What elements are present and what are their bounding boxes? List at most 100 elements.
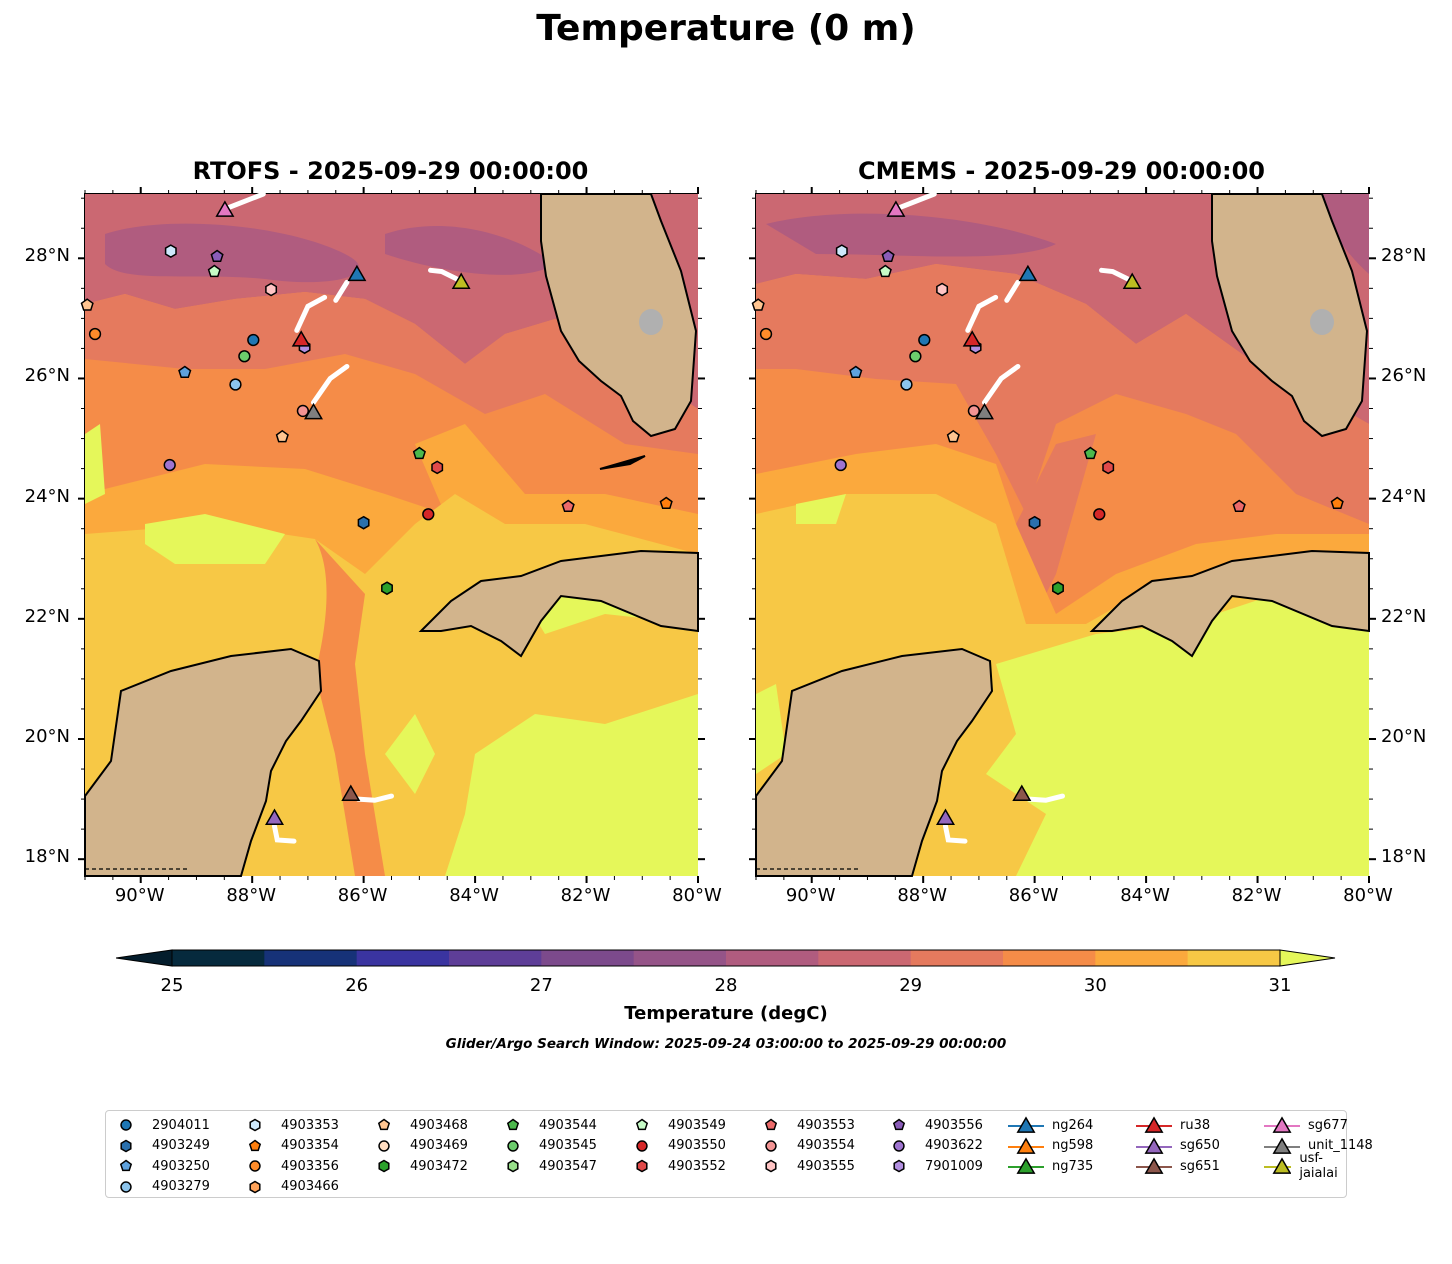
legend-marker	[248, 1139, 262, 1151]
marker-unit_1148	[304, 402, 323, 420]
colorbar-bin	[726, 950, 819, 966]
legend-item-ng598: ng598	[1008, 1136, 1093, 1156]
marker-2904011	[918, 333, 931, 347]
marker-4903544	[412, 446, 426, 460]
legend-marker	[1016, 1116, 1036, 1133]
colorbar-bin	[449, 950, 542, 966]
colorbar-tick-label: 25	[160, 975, 184, 996]
lat-tick-label: 26°N	[1381, 365, 1427, 387]
pentagon-marker-icon	[892, 1118, 906, 1131]
marker-ng264	[347, 264, 367, 282]
marker-usf-jaialai	[451, 272, 471, 289]
legend-item-sg651: sg651	[1136, 1156, 1220, 1176]
track-sg651	[1026, 793, 1065, 803]
legend-label: 4903549	[668, 1117, 726, 1133]
colorbar-tick-label: 28	[714, 975, 738, 996]
legend-label: 4903354	[281, 1138, 339, 1153]
field-over-31	[756, 494, 1369, 876]
colorbar-over-extend	[1279, 949, 1336, 967]
legend-marker	[120, 1180, 132, 1193]
lat-tick-label: 22°N	[1381, 605, 1427, 627]
legend-item-7901009: 7901009	[891, 1156, 983, 1176]
pentagon-marker-icon	[764, 1118, 778, 1131]
legend-marker	[636, 1159, 648, 1173]
figure-title: Temperature (0 m)	[536, 8, 916, 49]
legend-label: 4903553	[797, 1117, 855, 1133]
legend-label: 4903552	[668, 1158, 726, 1174]
legend-label: ru38	[1180, 1117, 1211, 1133]
legend-label: 4903469	[410, 1138, 468, 1153]
legend-label: 4903547	[539, 1158, 597, 1174]
cuba-land	[418, 549, 699, 658]
legend-item-ng264: ng264	[1008, 1115, 1093, 1135]
track-ng264	[965, 294, 999, 333]
lon-tick-label: 84°W	[449, 885, 499, 906]
track-ng264	[1004, 279, 1021, 303]
legend-label: ng735	[1052, 1158, 1094, 1174]
colorbar-bin	[910, 950, 1004, 966]
colorbar-bin	[633, 950, 727, 966]
lake-okeechobee	[1310, 309, 1334, 335]
marker-unit_1148	[975, 402, 994, 420]
colorbar-bin	[541, 950, 635, 966]
legend-marker	[120, 1119, 132, 1131]
track-usf-jaialai	[1099, 267, 1135, 284]
legend-marker	[1144, 1116, 1164, 1133]
legend-item-usf-jaialai: usf-jaialai	[1264, 1151, 1346, 1181]
field-over-31	[85, 424, 698, 876]
legend-marker	[636, 1139, 648, 1152]
marker-4903356	[759, 327, 773, 341]
glider-tracks	[893, 191, 1135, 844]
marker-4903250	[849, 365, 863, 379]
legend-label: 4903279	[152, 1179, 210, 1194]
marker-4903249	[357, 515, 370, 530]
legend-marker	[506, 1118, 520, 1131]
marker-4903468	[751, 298, 765, 311]
colorbar-tick-label: 31	[1268, 975, 1292, 996]
track-usf-jaialai	[428, 267, 464, 284]
legend-label: ng598	[1052, 1138, 1094, 1153]
triangle-marker-icon	[1008, 1136, 1044, 1154]
triangle-marker-icon	[1008, 1157, 1044, 1174]
legend-item-ru38: ru38	[1136, 1115, 1210, 1135]
marker-4903622	[163, 458, 176, 472]
marker-sg677	[215, 200, 235, 217]
marker-4903550	[422, 508, 435, 521]
legend-item-4903545: 4903545	[505, 1136, 597, 1156]
triangle-marker-icon	[1264, 1157, 1292, 1174]
legend-marker	[892, 1118, 906, 1131]
triangle-marker-icon	[1264, 1116, 1300, 1133]
yucatan-land	[755, 647, 994, 877]
lat-tick-label: 18°N	[24, 846, 70, 868]
legend-label: 4903353	[281, 1117, 339, 1133]
circle-marker-icon	[765, 1139, 777, 1152]
marker-4903553	[1232, 499, 1246, 513]
legend-item-2904011: 2904011	[118, 1115, 210, 1135]
land	[755, 193, 1370, 877]
legend-marker	[249, 1160, 261, 1172]
legend-label: sg651	[1180, 1158, 1220, 1174]
legend-label: 4903544	[539, 1117, 597, 1133]
legend-item-4903544: 4903544	[505, 1115, 597, 1135]
lon-tick-label: 80°W	[672, 885, 722, 906]
circle-marker-icon	[120, 1119, 132, 1131]
marker-4903353	[835, 244, 848, 258]
legend-item-4903472: 4903472	[376, 1156, 468, 1176]
colorbar-tick-label: 29	[899, 975, 923, 996]
legend-marker	[1144, 1157, 1164, 1174]
glider-tracks	[222, 191, 464, 844]
rtofs-panel-title: RTOFS - 2025-09-29 00:00:00	[192, 157, 589, 185]
legend-item-sg677: sg677	[1264, 1115, 1348, 1135]
circle-marker-icon	[636, 1139, 648, 1152]
field-28-28.5	[766, 194, 1369, 274]
lon-tick-label: 80°W	[1343, 885, 1393, 906]
marker-4903279	[900, 378, 913, 391]
marker-4903353	[164, 244, 177, 258]
track-sg650	[271, 823, 297, 844]
legend-item-4903549: 4903549	[634, 1115, 726, 1135]
florida-land	[1211, 193, 1369, 438]
marker-4903354	[1330, 496, 1344, 510]
search-window-text: Glider/Argo Search Window: 2025-09-24 03…	[445, 1036, 1007, 1052]
colorbar-label: Temperature (degC)	[624, 1003, 828, 1024]
